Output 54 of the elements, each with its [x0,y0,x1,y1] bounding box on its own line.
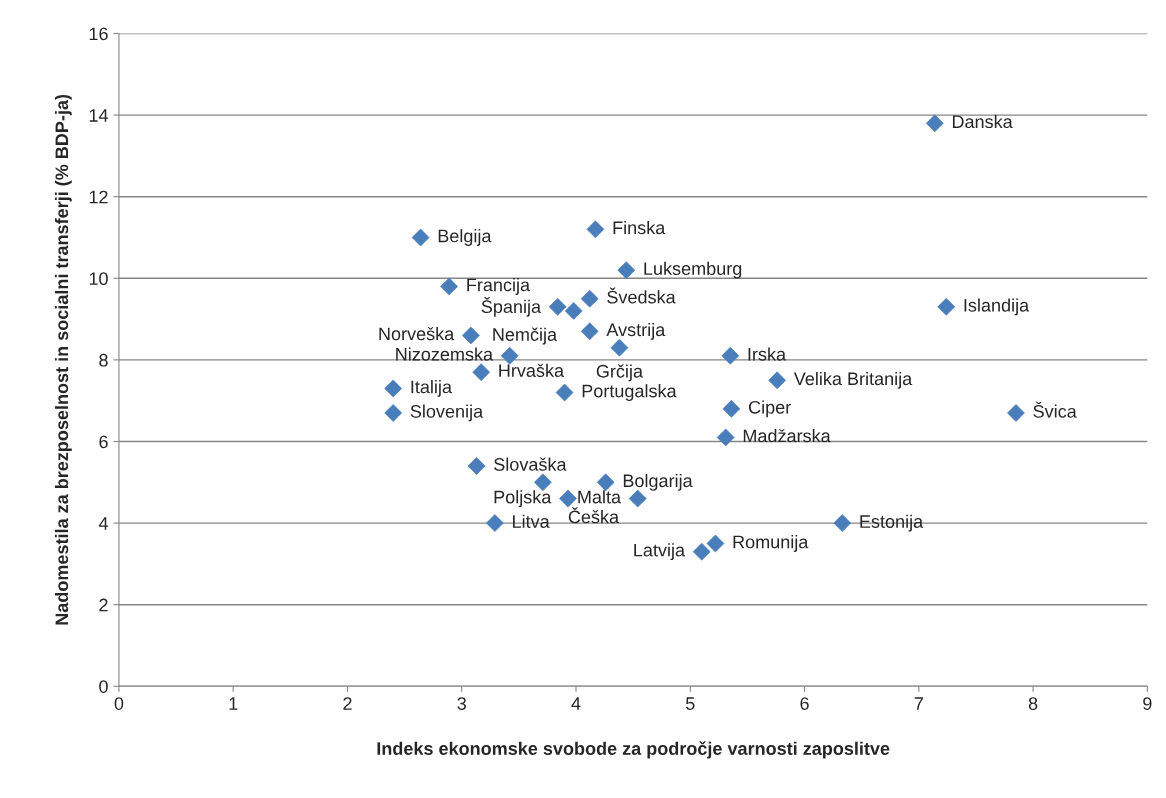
x-tick-label: 8 [1028,697,1038,710]
y-tick-label: 0 [99,680,108,693]
annotation: Avstrija [606,322,666,340]
annotation: Irska [748,347,787,361]
annotation: Slovenija [410,404,484,422]
y-tick-label: 2 [99,598,108,612]
x-axis-title: Indeks ekonomske svobode za področje varnosti zaposlitve [377,741,890,759]
annotation: Luksemburg [644,261,742,279]
annotation: Madžarska [743,428,831,443]
annotation: Romunija [733,535,809,552]
annotation: Velika Britanija [793,371,913,389]
annotation: Norveška [379,326,455,341]
y-tick-label: 14 [89,109,108,122]
point [462,326,480,345]
x-tick-label: 2 [343,697,352,710]
annotation: Slovaška [494,457,567,471]
annotation: Francija [467,278,531,295]
x-tick-label: 0 [114,697,124,710]
annotation: Poljska [494,490,552,508]
y-tick-label: 16 [89,27,108,41]
y-tick-label: 6 [99,435,108,449]
annotation: Portugalska [582,384,677,401]
point [706,534,725,553]
annotation: Švica [1033,401,1077,418]
annotation: Grčija [596,364,643,382]
x-tick-label: 9 [1143,697,1152,710]
annotation: Nemčija [493,327,558,345]
y-axis-title: Nadomestila za brezposelnost in socialni transferji (% BDP-ja) [54,94,72,625]
annotation: Bolgarija [623,473,693,491]
annotation: Italija [411,380,452,397]
annotation: Estonija [860,514,924,532]
annotation: Danska [952,114,1013,129]
annotation: Finska [613,220,666,235]
x-tick-label: 6 [800,697,809,710]
annotation: Češka [568,507,620,524]
annotation: Ciper [748,400,791,418]
annotation: Latvija [634,543,686,561]
annotation: Islandija [964,298,1030,316]
annotation: Hrvaška [499,363,565,377]
x-tick-label: 5 [685,697,695,710]
x-tick-label: 7 [914,697,923,710]
y-tick-label: 8 [99,353,108,367]
y-tick-label: 12 [89,190,108,204]
annotation: Španija [481,297,542,317]
y-tick-label: 10 [89,272,108,286]
annotation: Belgija [438,229,492,246]
x-tick-label: 3 [457,697,466,710]
y-tick-label: 4 [98,517,108,530]
x-tick-label: 4 [571,697,581,710]
x-tick-label: 1 [229,697,238,710]
annotation: Malta [578,490,622,504]
annotation: Nizozemska [396,347,494,361]
annotation: Švedska [607,287,676,304]
annotation: Litva [513,514,550,528]
